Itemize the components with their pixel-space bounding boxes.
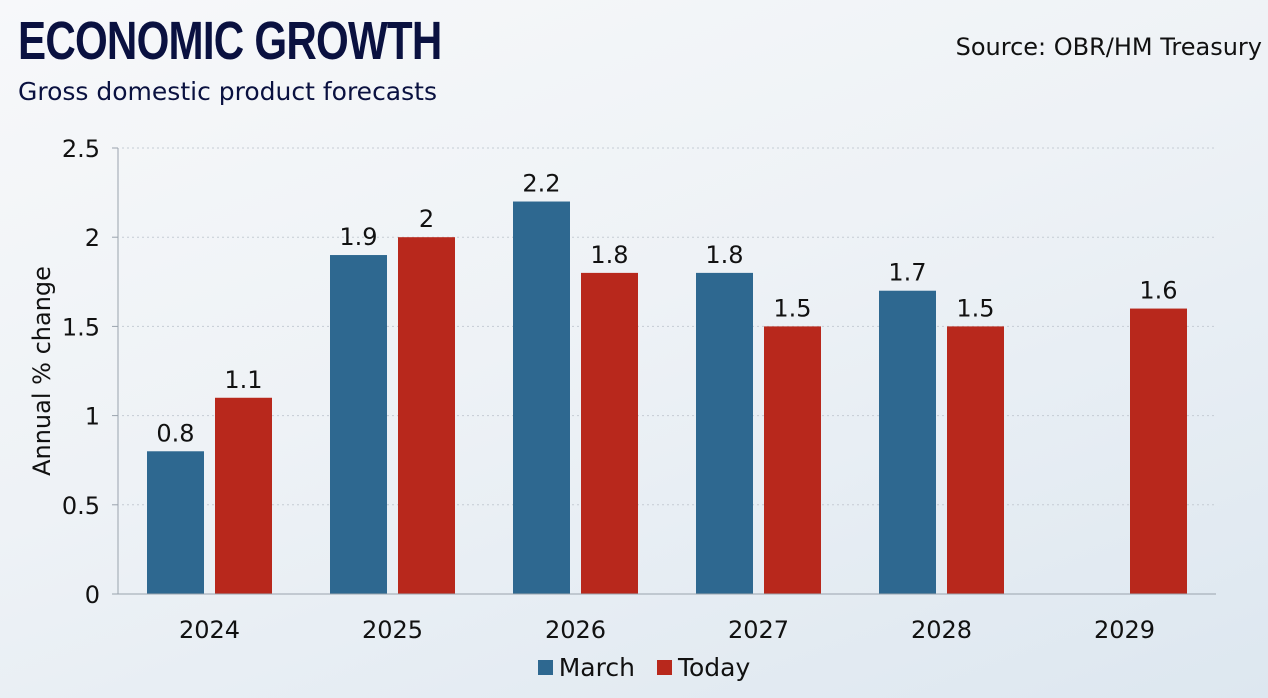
y-tick-label: 2.5: [62, 135, 100, 163]
data-label-today-2027: 1.5: [773, 294, 811, 322]
y-tick-label: 1: [85, 403, 100, 431]
data-label-march-2024: 0.8: [156, 419, 194, 447]
data-label-today-2026: 1.8: [590, 241, 628, 269]
x-tick-label: 2029: [1094, 616, 1155, 644]
bar-today-2024: [215, 397, 272, 594]
x-axis: 2024 2025 2026 2027 2028 2029: [112, 593, 1216, 644]
bar-today-2029: [1130, 308, 1187, 594]
legend-label-march: March: [558, 653, 635, 682]
bar-march-2024: [147, 451, 204, 594]
x-tick-label: 2028: [911, 616, 972, 644]
data-label-today-2028: 1.5: [956, 294, 994, 322]
x-tick-label: 2025: [362, 616, 423, 644]
legend-swatch-today: [656, 660, 672, 675]
x-tick-label: 2027: [728, 616, 789, 644]
bar-march-2026: [513, 201, 570, 594]
bar-march-2027: [696, 272, 753, 594]
x-tick-label: 2024: [179, 616, 240, 644]
legend: March Today: [0, 653, 1268, 682]
bar-today-2027: [764, 326, 821, 594]
y-tick-label: 0: [85, 581, 100, 609]
y-tick-label: 0.5: [62, 492, 100, 520]
data-label-today-2024: 1.1: [224, 366, 262, 394]
source-note: Source: OBR/HM Treasury: [955, 33, 1262, 61]
y-tick-label: 2: [85, 224, 100, 252]
data-label-today-2029: 1.6: [1139, 277, 1177, 305]
legend-label-today: Today: [677, 653, 751, 682]
bar-today-2026: [581, 272, 638, 594]
data-label-today-2025: 2: [419, 205, 434, 233]
legend-item-march: March: [537, 653, 635, 682]
bars: [147, 201, 1187, 595]
data-labels: 0.8 1.1 1.9 2 2.2 1.8 1.8 1.5 1.7 1.5 1.6: [156, 170, 1177, 448]
data-label-march-2028: 1.7: [888, 259, 926, 287]
data-label-march-2025: 1.9: [339, 223, 377, 251]
legend-item-today: Today: [656, 653, 751, 682]
data-label-march-2027: 1.8: [705, 241, 743, 269]
bar-march-2028: [879, 290, 936, 594]
chart-subtitle: Gross domestic product forecasts: [18, 77, 437, 106]
data-label-march-2026: 2.2: [522, 170, 560, 198]
y-axis: 0 0.5 1 1.5 2 2.5: [62, 135, 119, 609]
bar-march-2025: [330, 255, 387, 595]
gridlines: [122, 147, 1216, 506]
bar-today-2025: [398, 237, 455, 594]
chart-title: ECONOMIC GROWTH: [18, 11, 442, 71]
bar-today-2028: [947, 326, 1004, 594]
legend-swatch-march: [537, 660, 553, 675]
y-axis-label: Annual % change: [28, 266, 56, 476]
y-tick-label: 1.5: [62, 313, 100, 341]
x-tick-label: 2026: [545, 616, 606, 644]
